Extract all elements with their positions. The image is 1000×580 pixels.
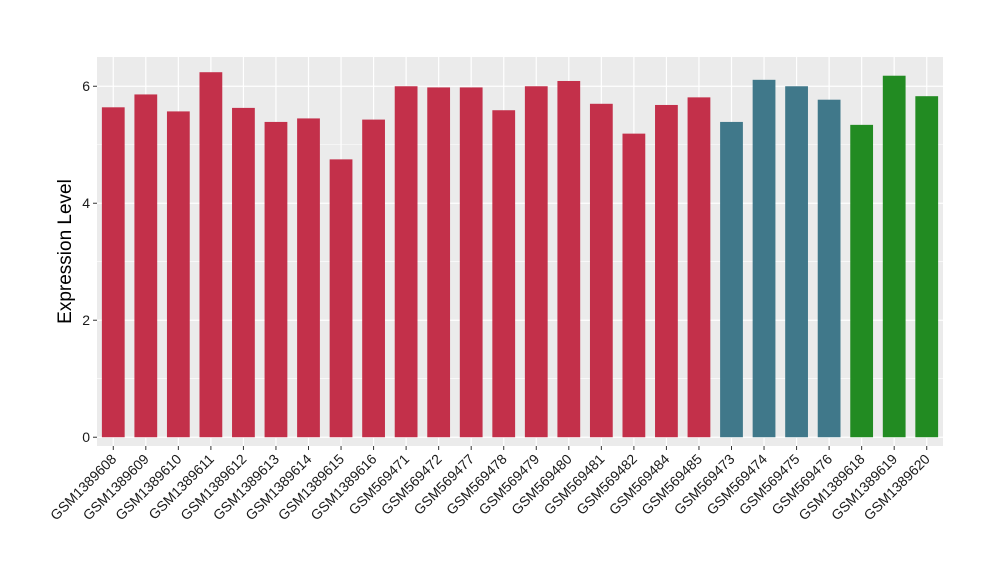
bar — [232, 107, 255, 438]
bar — [720, 121, 743, 438]
bar — [882, 75, 906, 438]
bars-group — [101, 72, 939, 438]
y-axis: 0 2 4 6 — [82, 78, 97, 445]
bar — [329, 159, 353, 438]
plot-panel — [97, 57, 943, 446]
bar — [459, 87, 483, 438]
bar — [589, 103, 613, 438]
bar — [850, 124, 874, 438]
bar — [362, 119, 385, 438]
bar — [524, 86, 548, 438]
bar — [622, 133, 646, 438]
bar — [492, 110, 516, 438]
bar — [394, 86, 418, 438]
y-tick-label: 2 — [82, 312, 90, 328]
y-tick-label: 6 — [82, 78, 90, 94]
bar — [557, 80, 581, 438]
bar — [427, 87, 451, 438]
bar — [297, 118, 320, 438]
bar — [687, 97, 711, 438]
bar — [199, 72, 223, 438]
bar — [134, 94, 158, 438]
bar — [915, 96, 939, 438]
y-tick-label: 4 — [82, 195, 90, 211]
bar — [752, 79, 776, 438]
bar — [817, 99, 841, 438]
bar — [101, 107, 125, 438]
bar — [264, 121, 288, 438]
bar — [655, 104, 678, 438]
bar — [166, 111, 190, 438]
x-axis: GSM1389608GSM1389609GSM1389610GSM1389611… — [47, 446, 933, 523]
y-tick-label: 0 — [82, 429, 90, 445]
y-axis-title: Expression Level — [55, 179, 76, 324]
bar — [785, 86, 808, 438]
